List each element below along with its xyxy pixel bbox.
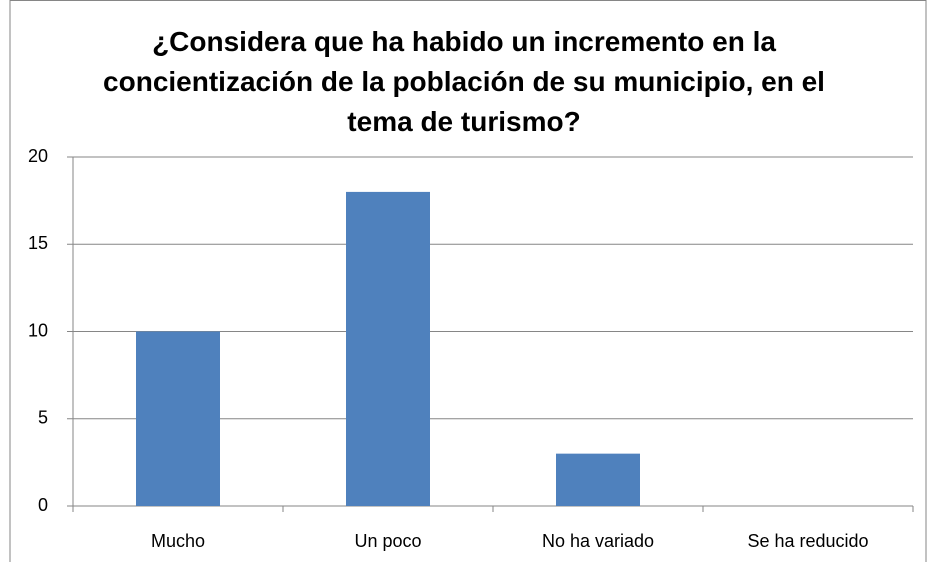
y-tick-label: 0 xyxy=(38,495,48,515)
y-tick-label: 5 xyxy=(38,408,48,428)
chart-title: ¿Considera que ha habido un incremento e… xyxy=(103,26,825,137)
y-tick-label: 15 xyxy=(28,233,48,253)
chart-border xyxy=(9,0,927,562)
y-tick-label: 20 xyxy=(28,146,48,166)
x-tick-label: Mucho xyxy=(151,531,205,551)
bar xyxy=(136,331,220,506)
bar xyxy=(556,453,640,506)
x-tick-label: No ha variado xyxy=(542,531,654,551)
x-tick-label: Se ha reducido xyxy=(747,531,868,551)
x-tick-label: Un poco xyxy=(354,531,421,551)
bar xyxy=(346,191,430,506)
y-tick-label: 10 xyxy=(28,320,48,340)
